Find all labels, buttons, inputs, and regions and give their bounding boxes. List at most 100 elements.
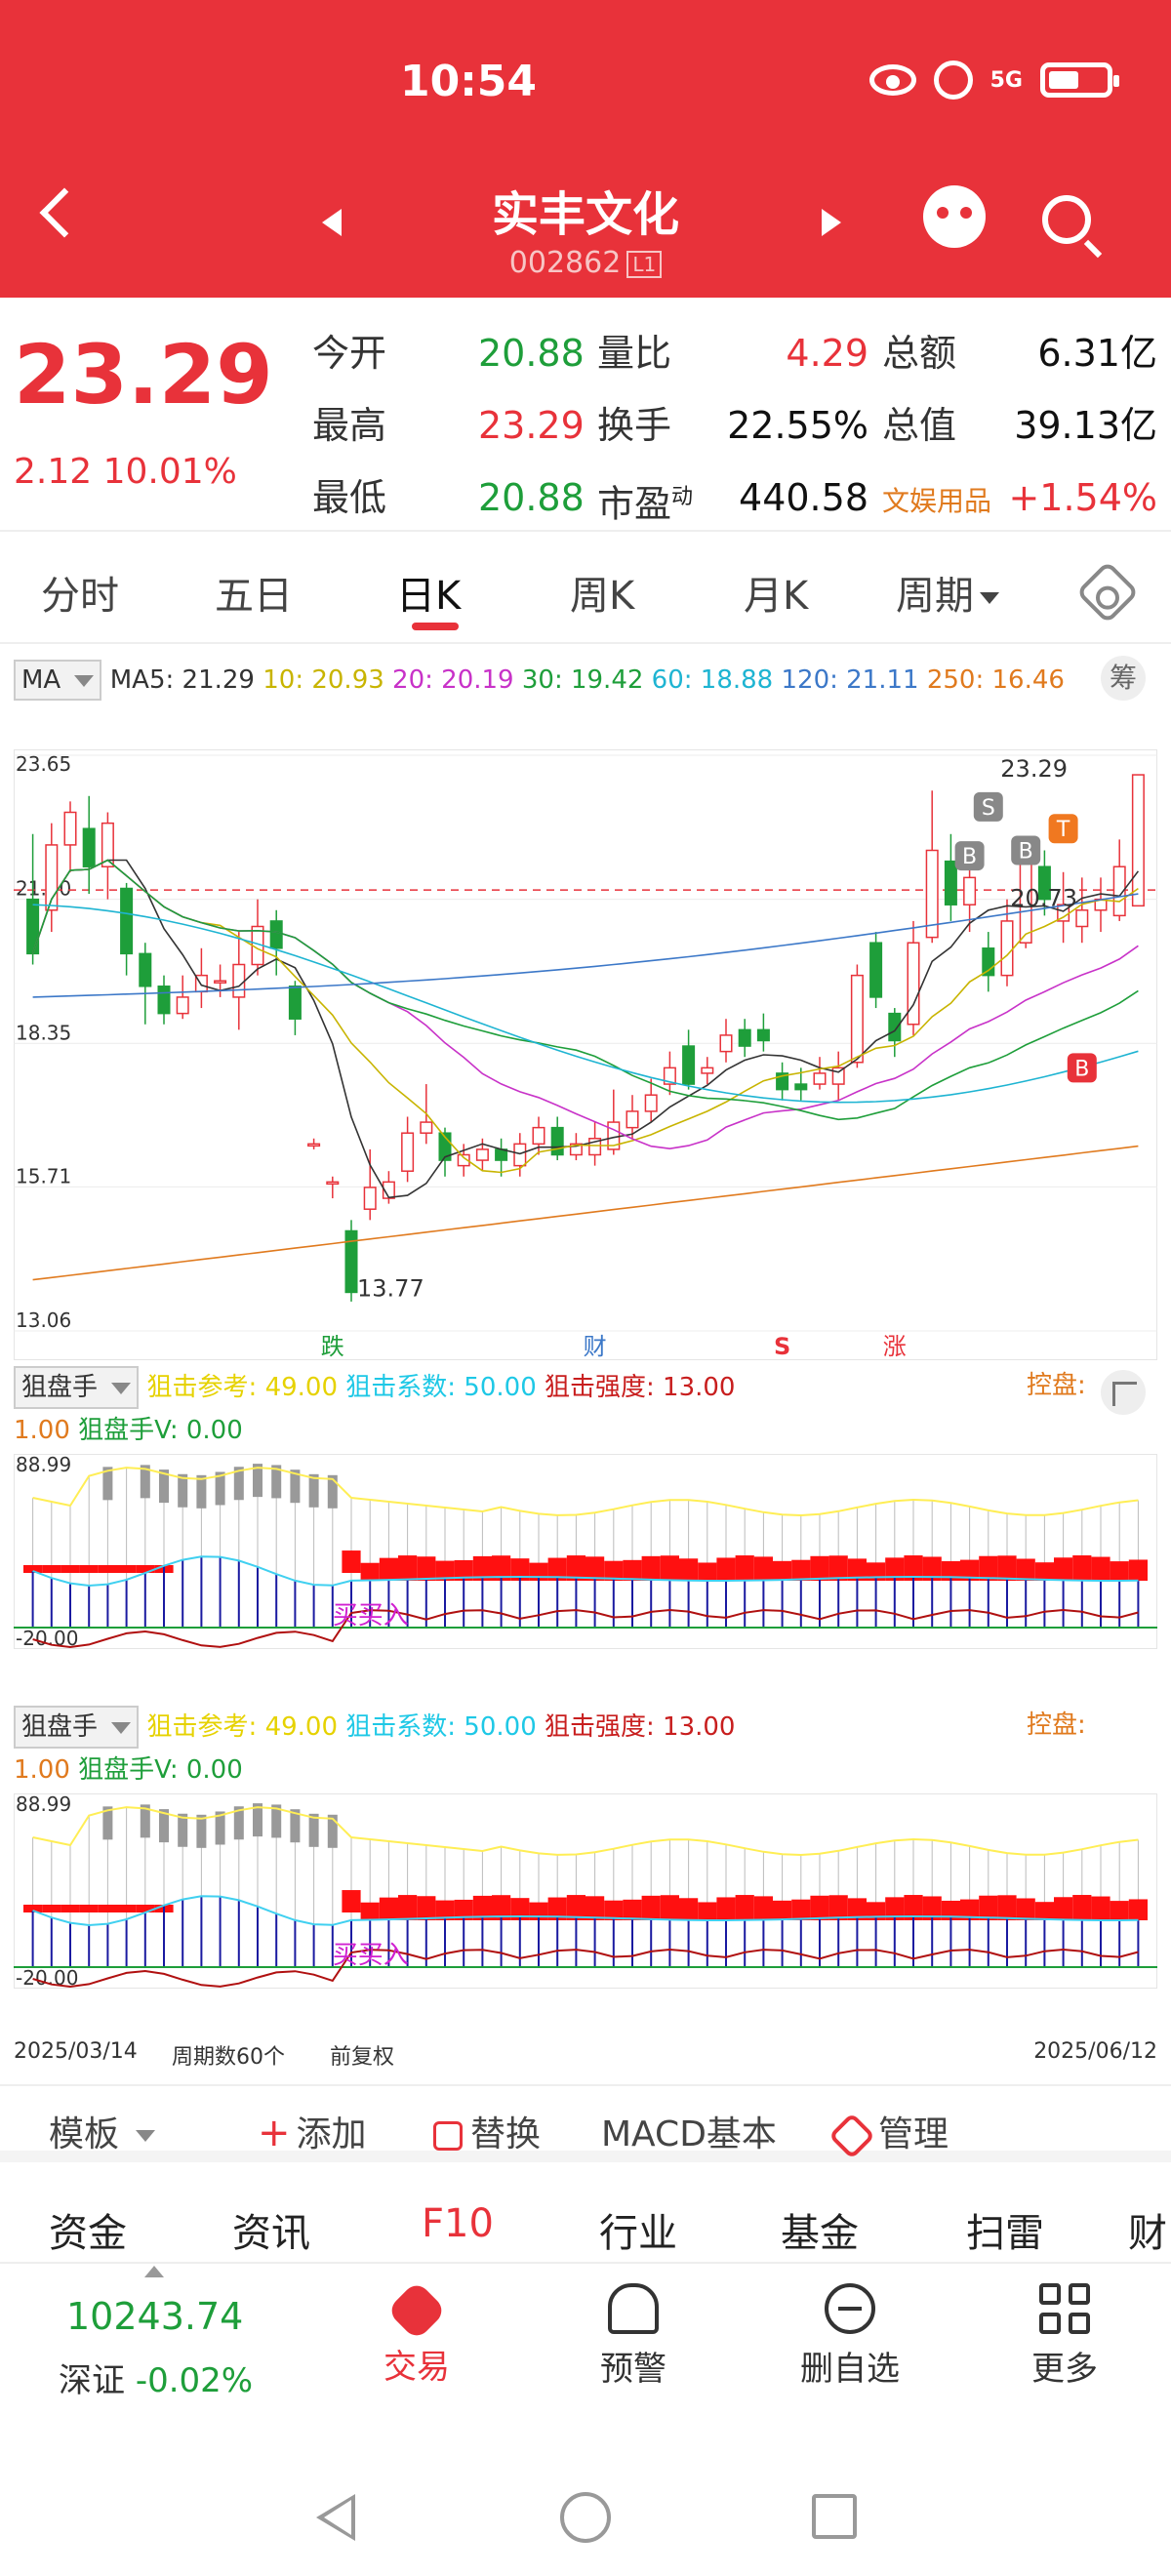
add-button[interactable]: + 添加 — [258, 2106, 367, 2156]
strength-label-1: 狙击强度: 13.00 — [545, 1373, 736, 1402]
bell-icon — [608, 2283, 659, 2334]
tab-period[interactable]: 周期 — [896, 564, 999, 621]
gray-bar — [233, 1806, 244, 1840]
status-time: 10:54 — [399, 57, 538, 106]
red-bar — [417, 1556, 436, 1581]
industry-label[interactable]: 文娱用品 — [882, 485, 992, 517]
tab-weekly-k[interactable]: 周K — [570, 574, 635, 619]
candle-body — [420, 1121, 433, 1134]
candle-body — [963, 876, 977, 906]
candle-body — [157, 986, 171, 1015]
subtab-fund[interactable]: 资金 — [49, 2211, 127, 2256]
red-bar — [379, 1897, 398, 1920]
y-tick-label: 21.00 — [16, 877, 71, 901]
volume-ratio-value: 4.29 — [786, 332, 868, 375]
marker-box — [1067, 1053, 1097, 1083]
next-stock-icon[interactable] — [822, 209, 841, 236]
subtab-risk[interactable]: 扫雷 — [966, 2211, 1044, 2256]
index-value[interactable]: 10243.74 — [66, 2295, 244, 2338]
gray-bar — [159, 1469, 169, 1504]
right-value-label: 20.73 — [1010, 885, 1077, 912]
nav-more[interactable]: 更多 — [991, 2283, 1138, 2390]
candle-body — [438, 1132, 452, 1161]
red-bar — [716, 1557, 736, 1581]
gray-bar — [290, 1809, 301, 1843]
red-bar — [435, 1900, 455, 1920]
coef-label-1: 狙击系数: 50.00 — [345, 1373, 537, 1402]
ma-selector[interactable]: MA — [14, 660, 102, 701]
red-bar — [623, 1559, 642, 1581]
nav-remove-label: 删自选 — [800, 2350, 900, 2389]
quote-col-3: 量比 换手 市盈动 — [597, 317, 693, 534]
amount-value: 6.31亿 — [1037, 332, 1157, 375]
candle-body — [120, 887, 134, 955]
prev-stock-icon[interactable] — [322, 209, 342, 236]
price-change: 2.12 10.01% — [14, 452, 237, 492]
turnover-value: 22.55% — [727, 404, 868, 447]
gray-bar — [102, 1467, 113, 1501]
bottom-nav: 10243.74 深证 -0.02% 交易 预警 删自选 更多 — [0, 2266, 1171, 2432]
subtab-finance[interactable]: 财 — [1128, 2211, 1167, 2256]
alarm-icon — [933, 60, 973, 100]
manage-label: 管理 — [878, 2114, 949, 2154]
gray-bar — [308, 1473, 319, 1508]
subtab-funds[interactable]: 基金 — [781, 2211, 859, 2256]
indicator-chart-2[interactable]: 88.99 -20.00 买买入 — [14, 1793, 1157, 1989]
subtab-f10[interactable]: F10 — [422, 2201, 494, 2246]
red-bar — [42, 1565, 61, 1573]
indicator-chart-1[interactable]: 88.99 -20.00 买买入 — [14, 1454, 1157, 1649]
system-back-icon[interactable] — [316, 2494, 355, 2541]
manage-button[interactable]: 管理 — [828, 2106, 949, 2160]
buy-signal-label: 买买入 — [333, 1941, 409, 1970]
tab-daily-k[interactable]: 日K — [396, 574, 462, 619]
kline-chart[interactable]: 23.65 21.00 18.35 15.71 13.06 23.29 13.77 20.73… — [14, 749, 1157, 1360]
stock-code: 002862 L1 — [0, 246, 1171, 280]
red-bar — [1128, 1899, 1148, 1920]
template-label: 模板 — [49, 2114, 120, 2154]
system-recent-icon[interactable] — [812, 2494, 857, 2539]
candle-body — [513, 1143, 527, 1167]
indicator-name-2: 狙盘手 — [21, 1712, 99, 1742]
marker-label: B — [1019, 839, 1033, 864]
nav-alert[interactable]: 预警 — [560, 2283, 707, 2390]
marker-box — [973, 791, 1003, 822]
candle-body — [214, 980, 227, 984]
v-prefix-2: 1.00 — [14, 1755, 70, 1785]
tab-intraday[interactable]: 分时 — [41, 574, 119, 619]
chip-button[interactable]: 筹 — [1101, 656, 1146, 701]
pe-label: 市盈 — [597, 482, 672, 526]
ma-item: 250: 16.46 — [918, 665, 1065, 695]
subtab-industry[interactable]: 行业 — [599, 2211, 677, 2256]
red-bar — [98, 1565, 117, 1573]
marker-box — [1048, 814, 1078, 844]
indicator-selector-1[interactable]: 狙盘手 — [14, 1366, 140, 1409]
red-bar — [492, 1895, 511, 1920]
red-bar — [136, 1905, 155, 1912]
template-button[interactable]: 模板 — [49, 2106, 156, 2156]
industry-change: +1.54% — [1008, 476, 1157, 519]
nav-remove-watchlist[interactable]: 删自选 — [777, 2283, 923, 2390]
red-bar — [698, 1562, 717, 1581]
robot-assistant-icon[interactable] — [923, 185, 986, 248]
system-home-icon[interactable] — [560, 2492, 611, 2543]
indicator-frame — [14, 1454, 1157, 1649]
macd-button[interactable]: MACD基本 — [601, 2114, 777, 2154]
subtab-news[interactable]: 资讯 — [232, 2211, 310, 2256]
candle-body — [907, 942, 920, 1026]
grid-icon — [1039, 2283, 1090, 2334]
candle-body — [139, 952, 152, 987]
yellow-line — [32, 1806, 1139, 1857]
nav-trade[interactable]: 交易 — [343, 2279, 490, 2388]
replace-button[interactable]: 替换 — [433, 2106, 541, 2156]
gray-bar — [215, 1811, 225, 1845]
v-label-1: 狙盘手V: 0.00 — [78, 1416, 243, 1445]
expand-icon[interactable] — [1101, 1370, 1146, 1415]
tab-monthly-k[interactable]: 月K — [744, 574, 809, 619]
tab-five-day[interactable]: 五日 — [215, 574, 293, 619]
candle-body — [626, 1110, 639, 1129]
ma-line-250 — [32, 1145, 1139, 1281]
indicator-selector-2[interactable]: 狙盘手 — [14, 1706, 140, 1749]
search-icon[interactable] — [1042, 195, 1091, 244]
red-bar — [979, 1555, 998, 1581]
red-bar — [566, 1895, 586, 1920]
